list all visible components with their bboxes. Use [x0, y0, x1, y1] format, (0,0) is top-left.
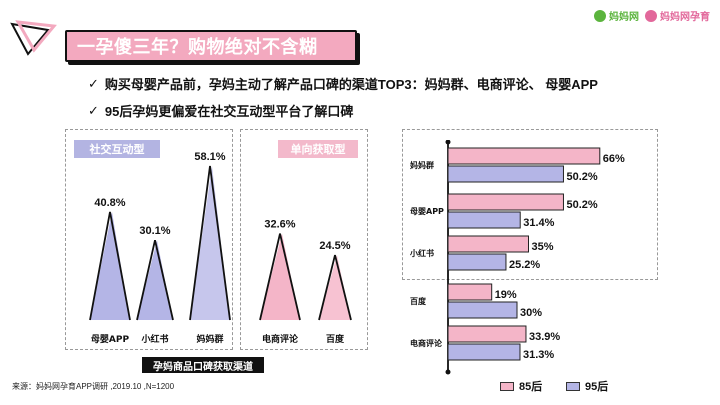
bar-85	[447, 147, 601, 165]
triangle-chart: 40.8% 母婴APP 30.1% 小红书 58.1% 妈妈群 32.6% 电商评论 24.5%…	[89, 151, 352, 345]
bar-value-label: 19%	[495, 289, 517, 301]
bar-chart: 妈妈群 66% 50.2% 母婴APP 50.2% 31.4% 小红书 35% 25.2% 百度 1…	[409, 140, 625, 375]
panel-one-way	[240, 129, 368, 350]
triangle-chart-caption: 孕妈商品口碑获取渠道	[142, 357, 264, 373]
bar-value-label: 66%	[603, 153, 625, 165]
triangle-outline	[136, 240, 174, 321]
triangle-category-label: 妈妈群	[196, 333, 223, 345]
bar-value-label: 31.3%	[523, 349, 554, 361]
bar-category-label: 百度	[410, 296, 427, 306]
bar-value-label: 50.2%	[566, 199, 597, 211]
legend-label-95: 95后	[585, 381, 609, 393]
bar-category-label: 电商评论	[410, 338, 443, 348]
triangle-value-label: 40.8%	[94, 197, 125, 209]
triangle-value-label: 30.1%	[139, 225, 170, 237]
check-icon: ✓	[88, 102, 99, 118]
bar-value-label: 33.9%	[529, 331, 560, 343]
bar-value-label: 31.4%	[523, 217, 554, 229]
bar-category-label: 小红书	[409, 248, 434, 258]
triangle-value-label: 24.5%	[319, 240, 350, 252]
triangle-outline	[89, 211, 131, 321]
logo-triangle-icon	[10, 20, 57, 56]
bar-95	[447, 343, 521, 361]
triangle-mark	[260, 233, 300, 320]
bar-95	[447, 301, 518, 319]
bullet-text: 95后孕妈更偏爱在社交互动型平台了解口碑	[104, 104, 354, 119]
bar-category-label: 母婴APP	[410, 206, 444, 216]
triangle-category-label: 电商评论	[262, 333, 299, 345]
bar-top-highlight	[402, 129, 658, 280]
panel-social	[65, 129, 233, 350]
axis-end-dot	[445, 140, 451, 145]
brand-mamawang: 妈妈网	[594, 8, 639, 23]
bar-value-label: 30%	[520, 307, 542, 319]
legend-label-85: 85后	[519, 381, 543, 393]
legend-item-95: 95后	[566, 378, 608, 394]
legend-swatch-95	[566, 381, 580, 391]
bullet-point: ✓ 95后孕妈更偏爱在社交互动型平台了解口碑	[88, 101, 353, 120]
bar-95	[447, 165, 564, 183]
group-label-social: 社交互动型	[74, 140, 160, 158]
axis-end-dot	[445, 369, 451, 375]
legend-item-85: 85后	[500, 378, 542, 394]
bar-85	[447, 283, 493, 301]
brand-logo-icon	[594, 9, 606, 22]
triangle-mark	[190, 166, 230, 320]
triangle-outline	[189, 165, 231, 321]
group-label-one-way: 单向获取型	[278, 140, 358, 158]
bar-85	[447, 325, 527, 343]
brand-mamawang-yunyu: 妈妈网孕育	[645, 8, 710, 23]
bar-category-label: 妈妈群	[410, 160, 434, 170]
legend-swatch-85	[500, 381, 514, 391]
bullet-point: ✓ 购买母婴产品前，孕妈主动了解产品口碑的渠道TOP3：妈妈群、电商评论、 母婴…	[88, 74, 598, 93]
bar-95	[447, 211, 521, 229]
triangle-mark	[137, 240, 173, 320]
check-icon: ✓	[88, 75, 99, 91]
bar-value-label: 35%	[532, 241, 554, 253]
triangle-mark	[90, 211, 130, 320]
triangle-category-label: 小红书	[140, 333, 168, 345]
source-note: 来源：妈妈网孕育APP调研 ,2019.10 ,N=1200	[12, 382, 175, 391]
brand-right-label: 妈妈网孕育	[660, 12, 710, 23]
triangle-value-label: 32.6%	[264, 219, 295, 231]
brand-left-label: 妈妈网	[609, 12, 639, 23]
triangle-category-label: 百度	[326, 333, 345, 345]
bar-95	[447, 253, 507, 271]
triangle-category-label: 母婴APP	[91, 333, 130, 345]
bar-value-label: 25.2%	[509, 259, 540, 271]
page-title: 一孕傻三年？购物绝对不含糊	[65, 30, 357, 62]
bullet-text: 购买母婴产品前，孕妈主动了解产品口碑的渠道TOP3：妈妈群、电商评论、 母婴AP…	[104, 77, 598, 92]
bar-85	[447, 235, 529, 253]
bar-value-label: 50.2%	[566, 171, 597, 183]
triangle-mark	[319, 255, 351, 320]
triangle-value-label: 58.1%	[194, 151, 225, 163]
triangle-outline	[259, 233, 301, 321]
triangle-outline	[318, 254, 352, 321]
bar-85	[447, 193, 564, 211]
brand-logo-icon	[645, 9, 657, 22]
